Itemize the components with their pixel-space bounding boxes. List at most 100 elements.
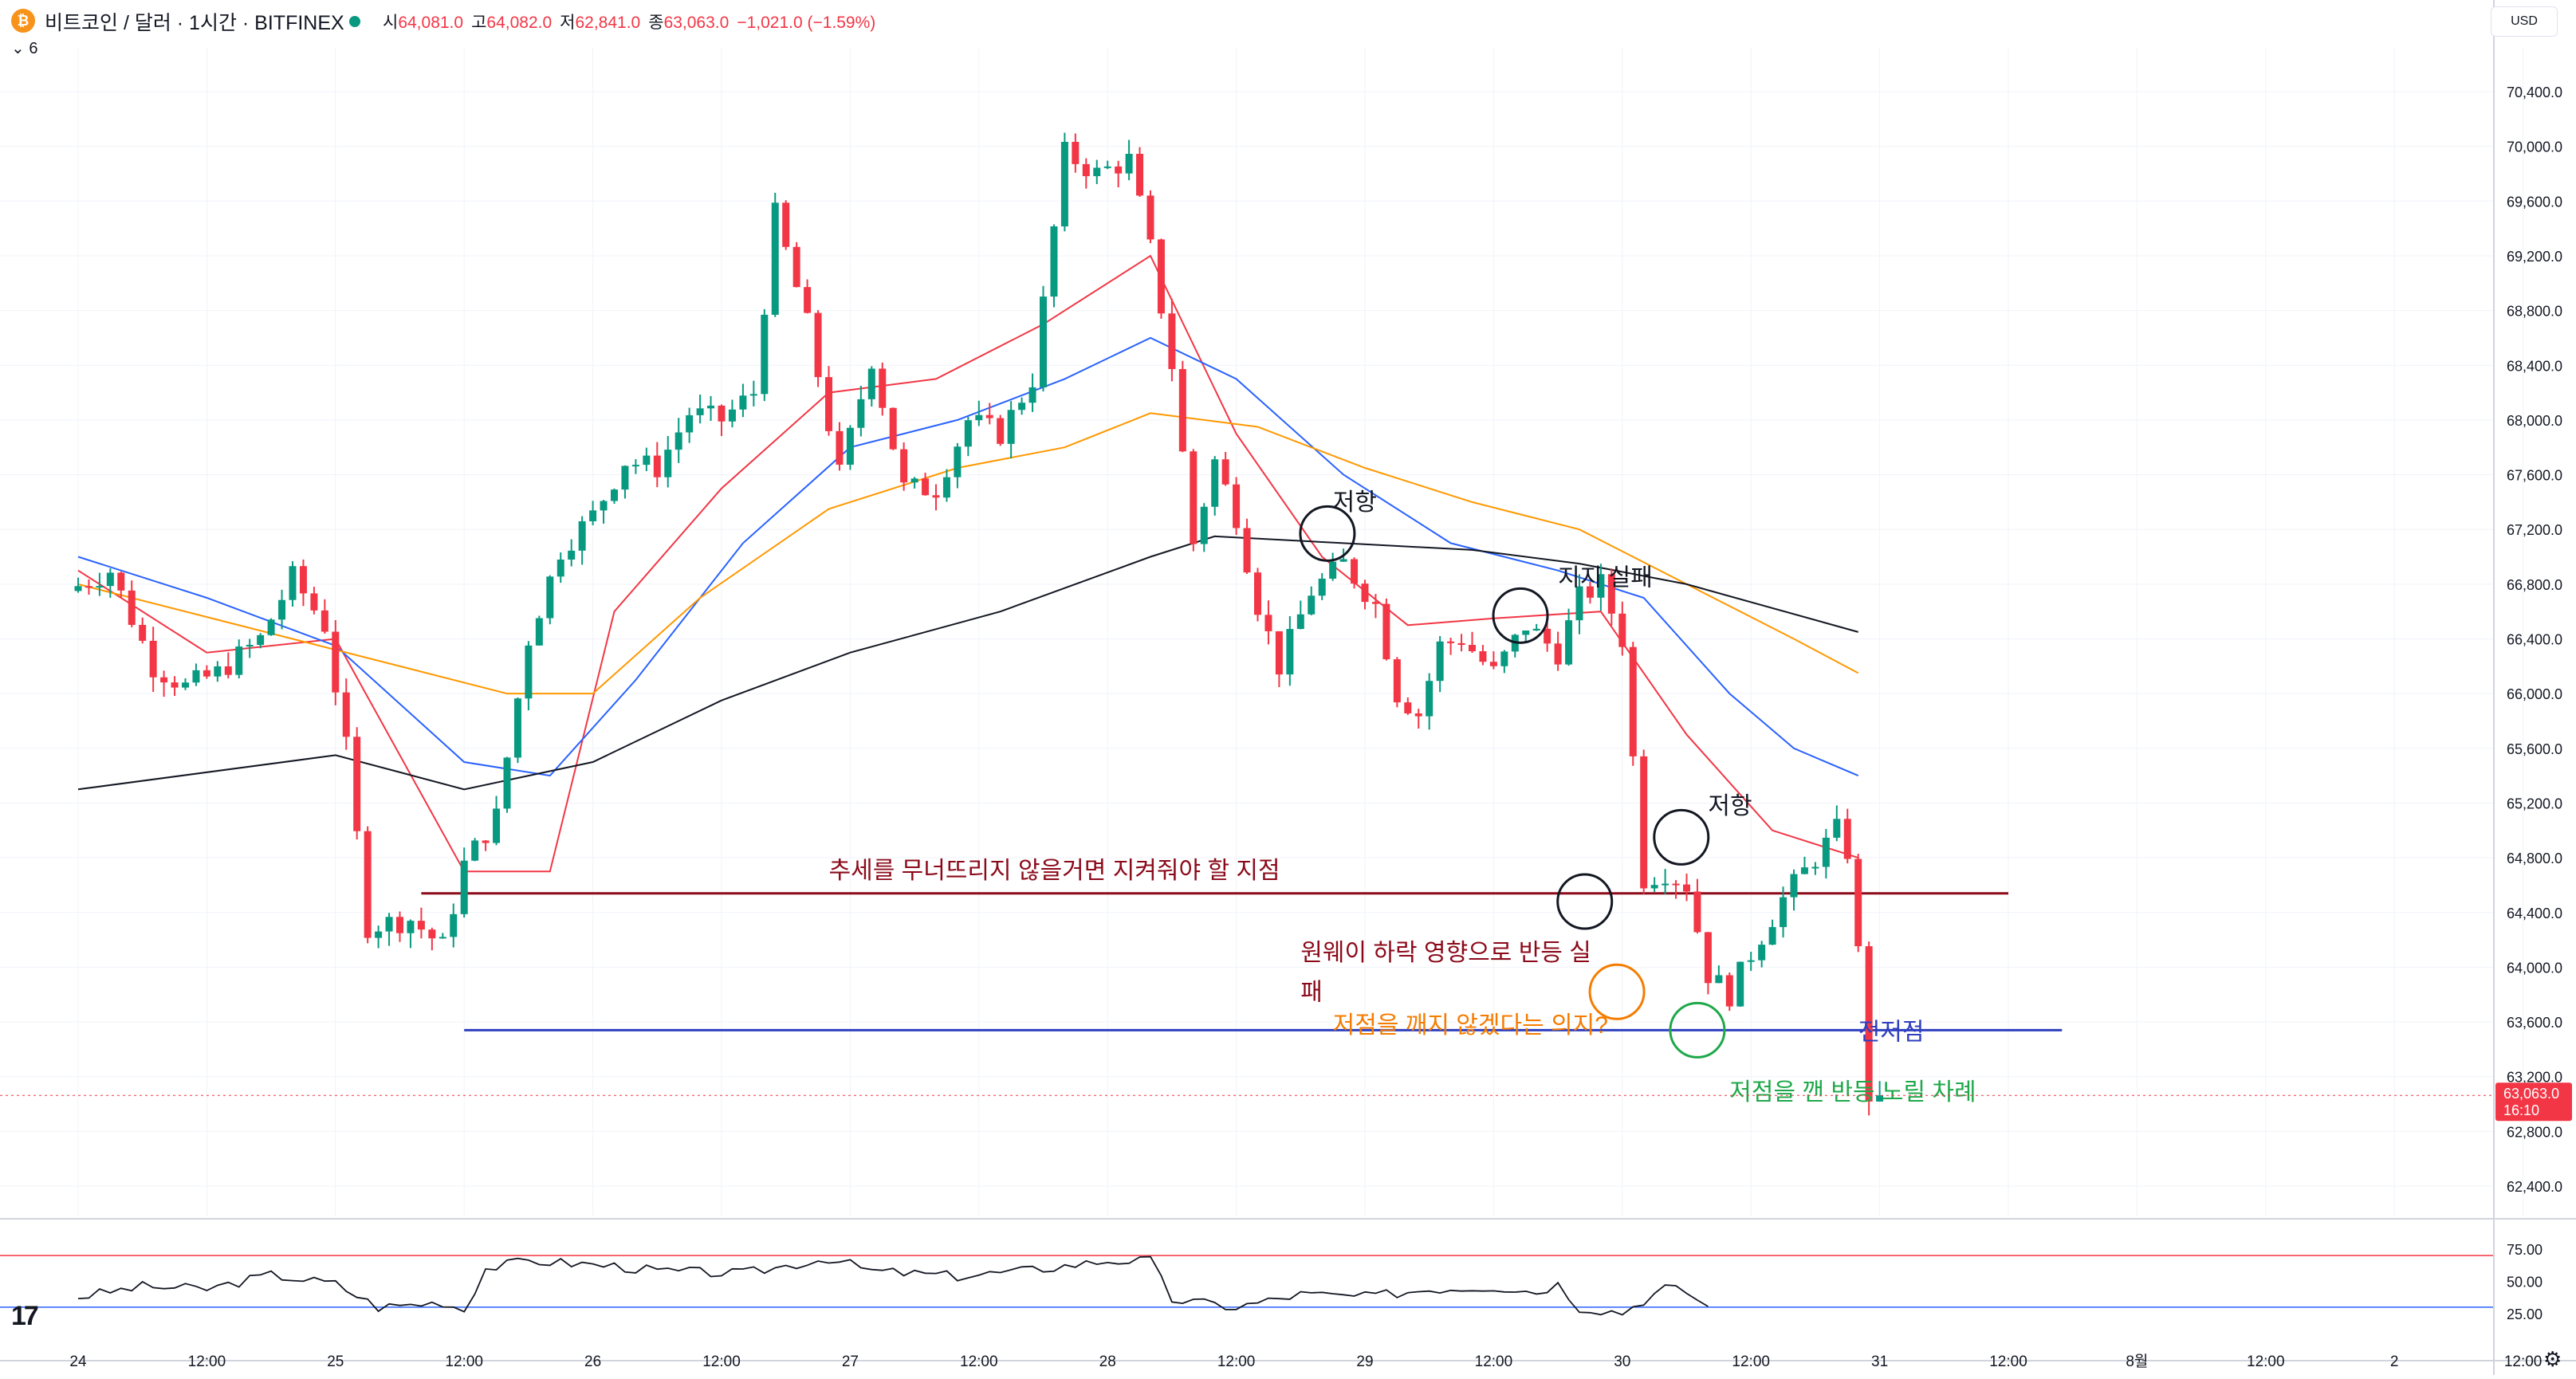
candle [1168,298,1176,382]
ohlc-item: 저62,841.0 [560,14,641,32]
candle [1072,133,1080,173]
candle [1704,932,1712,995]
candle [74,577,82,593]
candle [1264,600,1272,645]
candle [503,756,511,813]
chart-annotation: 패 [1300,980,1323,1006]
candle-body [749,394,757,396]
candle-body [299,566,307,594]
candle-body [1500,651,1508,666]
candle [1190,449,1198,552]
candle [1103,160,1111,170]
highlight-circle [1492,587,1549,644]
candle-body [450,913,458,937]
candle [471,838,479,862]
candle [364,826,372,944]
candle-body [1843,819,1851,859]
candle-body [321,610,328,632]
time-tick-label: 27 [842,1353,859,1370]
candle [246,638,254,658]
rsi-line [77,1255,1709,1316]
candle-body [364,831,372,938]
candle [546,575,554,625]
tradingview-logo-icon[interactable]: 17 [11,1301,39,1331]
candle-body [836,430,844,465]
currency-button[interactable]: USD [2491,6,2558,37]
settings-gear-icon[interactable]: ⚙ [2543,1347,2562,1371]
candle-body [900,449,908,483]
candle [922,472,930,496]
highlight-circle [1588,963,1646,1020]
countdown-label: 16:10 [2503,1102,2539,1118]
candle [1233,477,1241,536]
candle-body [1060,141,1068,226]
time-tick-label: 12:00 [2247,1353,2285,1370]
indicator-count[interactable]: ⌄ 6 [11,40,38,57]
candle [771,192,779,317]
candle [278,589,286,630]
candle-body [1125,153,1133,174]
candle-body [1544,628,1551,644]
candle-body [1640,756,1648,889]
candle-body [513,698,521,758]
candle-body [1136,153,1144,196]
candle [1082,158,1090,189]
candle [1318,572,1326,600]
candle [1308,586,1316,615]
candle [385,913,393,946]
candle-body [846,427,854,465]
candle [556,552,564,583]
candle [1693,878,1701,934]
candle [1843,808,1851,864]
candle [1575,574,1583,634]
candle [900,442,908,491]
bitcoin-icon: ₿ [11,9,35,33]
candle [460,847,468,918]
candle-body [1876,1095,1884,1102]
candle-body [997,418,1005,444]
candle [707,395,715,421]
candle-body [814,312,822,378]
candle-body [203,670,210,677]
highlight-circle [1669,1001,1726,1059]
candle-body [674,432,682,450]
candle-body [556,560,564,577]
candle [342,678,350,750]
price-tick-label: 62,800.0 [2507,1124,2562,1140]
time-tick-label: 2 [2390,1353,2399,1370]
moving-average-line [77,412,1859,695]
chart-annotation: 저점을 깨지 않겠다는 의지? [1333,1012,1608,1039]
candle [417,907,425,939]
candle [1758,941,1766,968]
candle-body [1146,195,1154,240]
time-tick-label: 28 [1099,1353,1116,1370]
candle [1747,952,1755,972]
candle-body [1103,166,1111,168]
candle-body [1007,410,1015,444]
candle-body [74,586,82,591]
candle-body [160,677,168,683]
candle [836,422,844,471]
time-tick-label: 12:00 [1732,1353,1770,1370]
time-tick-label: 12:00 [1989,1353,2027,1370]
time-tick-label: 12:00 [2504,1353,2543,1370]
candle-body [782,202,790,247]
candle-body [1050,226,1058,297]
candle [1382,598,1390,661]
candle-body [171,682,179,688]
candle [128,580,136,627]
candle [879,362,887,416]
candle-body [942,477,950,498]
candle-body [1329,561,1337,579]
symbol-title[interactable]: 비트코인 / 달러 · 1시간 · BITFINEX [45,12,344,34]
candle [1436,636,1444,693]
candle-body [96,586,104,588]
candle-body [1211,459,1219,507]
candle-body [1404,702,1412,713]
candle [1865,941,1873,1116]
candle-body [867,368,875,399]
price-tick-label: 63,200.0 [2507,1070,2562,1086]
candle-body [1371,602,1379,604]
highlight-circle [1556,873,1614,930]
